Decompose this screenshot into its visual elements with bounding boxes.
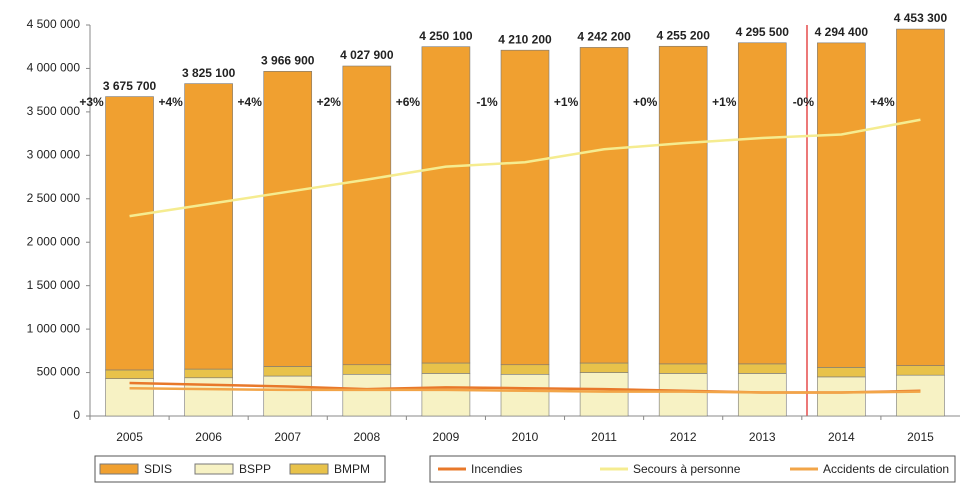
total-label: 3 675 700 (103, 79, 157, 93)
total-label: 3 825 100 (182, 66, 236, 80)
y-tick-label: 4 000 000 (27, 61, 81, 75)
bar-segment (658, 363, 708, 374)
bar-segment (579, 362, 629, 373)
growth-label: +4% (870, 95, 895, 109)
total-label: 4 255 200 (656, 28, 710, 42)
line-series (129, 118, 921, 218)
bar-segment (579, 47, 629, 364)
y-tick-label: 0 (73, 408, 80, 422)
x-tick-label: 2012 (670, 430, 697, 444)
x-tick-label: 2005 (116, 430, 143, 444)
bar-segment (421, 362, 471, 374)
growth-label: +1% (712, 95, 737, 109)
bar-segment (737, 373, 787, 417)
bar-segment (342, 364, 392, 375)
total-label: 4 294 400 (815, 25, 869, 39)
y-tick-label: 4 500 000 (27, 17, 81, 31)
legend-label: SDIS (144, 462, 172, 476)
bar-segment (105, 96, 154, 371)
y-tick-label: 3 000 000 (27, 148, 81, 162)
x-tick-label: 2014 (828, 430, 855, 444)
legend-label: Accidents de circulation (823, 462, 949, 476)
growth-label: -0% (793, 95, 815, 109)
bar-segment (579, 372, 629, 417)
growth-label: +0% (633, 95, 658, 109)
y-tick-label: 2 500 000 (27, 191, 81, 205)
bar-segment (896, 365, 945, 376)
x-tick-label: 2013 (749, 430, 776, 444)
total-label: 4 027 900 (340, 48, 394, 62)
total-label: 4 210 200 (498, 32, 552, 46)
bar-segment (737, 363, 787, 374)
legend-label: Incendies (471, 462, 522, 476)
bar-segment (896, 374, 945, 417)
y-tick-label: 500 000 (37, 365, 81, 379)
legend-label: BMPM (334, 462, 370, 476)
total-label: 4 453 300 (894, 11, 948, 25)
x-tick-label: 2006 (195, 430, 222, 444)
y-tick-label: 1 000 000 (27, 321, 81, 335)
y-tick-label: 2 000 000 (27, 234, 81, 248)
x-tick-label: 2009 (433, 430, 460, 444)
legend-label: BSPP (239, 462, 271, 476)
total-label: 3 966 900 (261, 53, 315, 67)
bar-segment (421, 373, 471, 417)
legend-swatch (99, 463, 139, 475)
growth-label: +1% (554, 95, 579, 109)
legend-box (429, 455, 956, 483)
bar-segment (500, 373, 550, 417)
x-tick-label: 2010 (512, 430, 539, 444)
legend-swatch (289, 463, 329, 475)
bar-segment (500, 364, 550, 375)
x-tick-label: 2015 (907, 430, 934, 444)
bar-segment (737, 42, 787, 365)
y-tick-label: 1 500 000 (27, 278, 81, 292)
bar-segment (658, 373, 708, 417)
total-label: 4 242 200 (577, 30, 631, 44)
x-tick-label: 2007 (274, 430, 301, 444)
x-tick-label: 2011 (591, 430, 617, 444)
x-tick-label: 2008 (353, 430, 380, 444)
bar-segment (263, 366, 313, 377)
bar-segment (105, 369, 154, 379)
legend-swatch (194, 463, 234, 475)
bar-segment (421, 46, 471, 364)
bar-segment (342, 373, 392, 417)
bar-segment (500, 49, 550, 366)
growth-label: +4% (158, 95, 183, 109)
bar-segment (658, 45, 708, 365)
growth-label: +2% (317, 95, 342, 109)
growth-label: -1% (476, 95, 498, 109)
total-label: 4 295 500 (736, 25, 790, 39)
bar-segment (817, 42, 866, 368)
bar-segment (263, 375, 313, 417)
growth-label: +3% (79, 95, 104, 109)
bar-segment (263, 71, 313, 367)
growth-label: +6% (396, 95, 421, 109)
legend-box (94, 455, 386, 483)
growth-label: +4% (238, 95, 263, 109)
legend-label: Secours à personne (633, 462, 741, 476)
bar-segment (342, 65, 392, 366)
bar-segment (896, 28, 945, 366)
bar-segment (184, 368, 233, 379)
total-label: 4 250 100 (419, 29, 473, 43)
line-series (129, 386, 921, 394)
y-tick-label: 3 500 000 (27, 104, 81, 118)
bar-segment (105, 378, 154, 417)
bar-segment (184, 83, 233, 370)
bar-segment (817, 367, 866, 378)
bar-segment (817, 376, 866, 417)
